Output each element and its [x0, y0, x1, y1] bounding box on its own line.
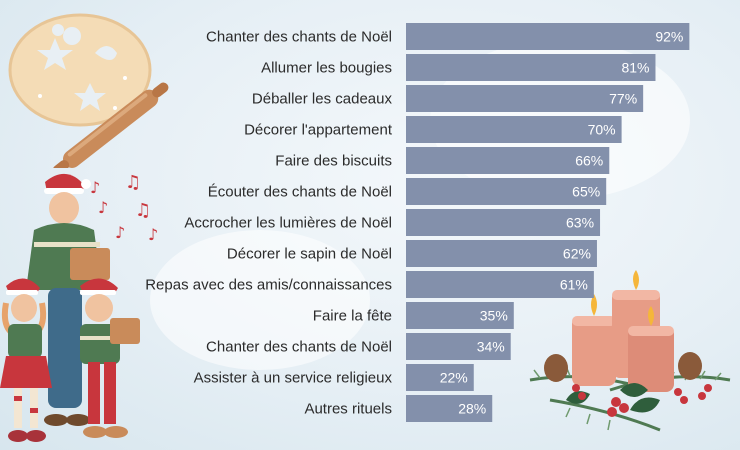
value-label: 77% — [609, 91, 637, 107]
category-label: Assister à un service religieux — [194, 370, 393, 387]
category-label: Décorer l'appartement — [244, 122, 393, 139]
value-label: 63% — [566, 215, 594, 231]
advent-candles-icon — [529, 270, 731, 432]
svg-text:♪: ♪ — [115, 223, 125, 242]
svg-text:♪: ♪ — [148, 225, 158, 244]
svg-text:♪: ♪ — [90, 178, 100, 197]
bar — [406, 395, 493, 422]
bar — [406, 85, 644, 112]
svg-text:♫: ♫ — [125, 172, 141, 193]
value-label: 22% — [440, 370, 468, 386]
bar — [406, 302, 514, 329]
bar — [406, 23, 690, 50]
category-label: Allumer les bougies — [261, 60, 392, 77]
value-label: 81% — [621, 60, 649, 76]
background-spot — [150, 230, 370, 370]
value-label: 66% — [575, 153, 603, 169]
value-label: 62% — [563, 246, 591, 262]
category-label: Repas avec des amis/connaissances — [145, 277, 392, 294]
svg-text:♪: ♪ — [98, 198, 108, 217]
category-label: Faire la fête — [313, 308, 392, 325]
bar — [406, 147, 610, 174]
bar — [406, 54, 656, 81]
value-label: 28% — [458, 401, 486, 417]
bar — [406, 209, 601, 236]
value-label: 35% — [480, 308, 508, 324]
bar — [406, 116, 622, 143]
category-label: Autres rituels — [304, 401, 392, 418]
bar — [406, 271, 594, 298]
category-label: Faire des biscuits — [275, 153, 392, 170]
value-label: 61% — [560, 277, 588, 293]
category-label: Décorer le sapin de Noël — [227, 246, 392, 263]
svg-text:♫: ♫ — [135, 200, 151, 221]
value-label: 92% — [655, 29, 683, 45]
bar — [406, 364, 474, 391]
bar — [406, 240, 597, 267]
value-label: 65% — [572, 184, 600, 200]
category-label: Chanter des chants de Noël — [206, 29, 392, 46]
cookie-dough-icon — [8, 13, 169, 168]
category-label: Accrocher les lumières de Noël — [184, 215, 392, 232]
bar — [406, 333, 511, 360]
category-label: Écouter des chants de Noël — [208, 184, 392, 201]
carol-singers-icon: ♪ ♫ ♪ ♫ ♪ ♪ — [0, 172, 158, 442]
category-label: Chanter des chants de Noël — [206, 339, 392, 356]
value-label: 34% — [477, 339, 505, 355]
bar — [406, 178, 607, 205]
category-label: Déballer les cadeaux — [252, 91, 393, 108]
value-label: 70% — [588, 122, 616, 138]
